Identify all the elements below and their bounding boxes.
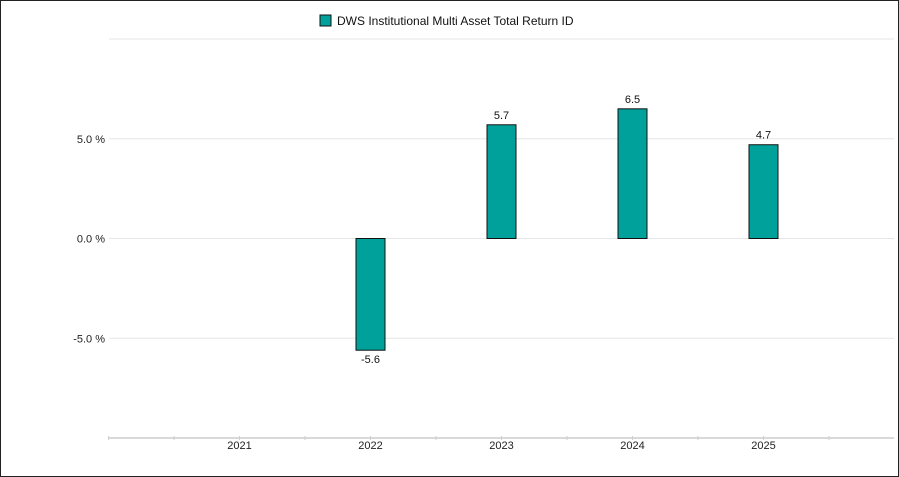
bar-2024 [617,108,648,239]
bar-2022 [355,238,386,351]
data-label-2025: 4.7 [756,130,771,142]
data-label-2024: 6.5 [625,94,640,106]
bar-series [355,108,779,351]
legend-swatch [319,14,332,27]
y-tick-label: 5.0 % [77,134,105,146]
x-tick-label: 2025 [751,440,775,452]
y-tick-label: -5.0 % [73,333,105,345]
x-tick-label: 2022 [358,440,382,452]
data-label-2022: -5.6 [361,354,380,366]
data-label-2023: 5.7 [494,110,509,122]
x-axis: 2021 2022 2023 2024 2025 [108,436,894,452]
bar-2025 [748,144,779,239]
legend-label: DWS Institutional Multi Asset Total Retu… [337,14,574,28]
bar-2023 [486,124,517,239]
x-tick-label: 2021 [227,440,251,452]
y-axis-ticks: 5.0 % 0.0 % -5.0 % [73,134,105,346]
x-tick-label: 2024 [620,440,644,452]
legend: DWS Institutional Multi Asset Total Retu… [319,14,574,28]
y-tick-label: 0.0 % [77,234,105,246]
x-tick-label: 2023 [489,440,513,452]
data-labels: -5.6 5.7 6.5 4.7 [361,94,771,366]
